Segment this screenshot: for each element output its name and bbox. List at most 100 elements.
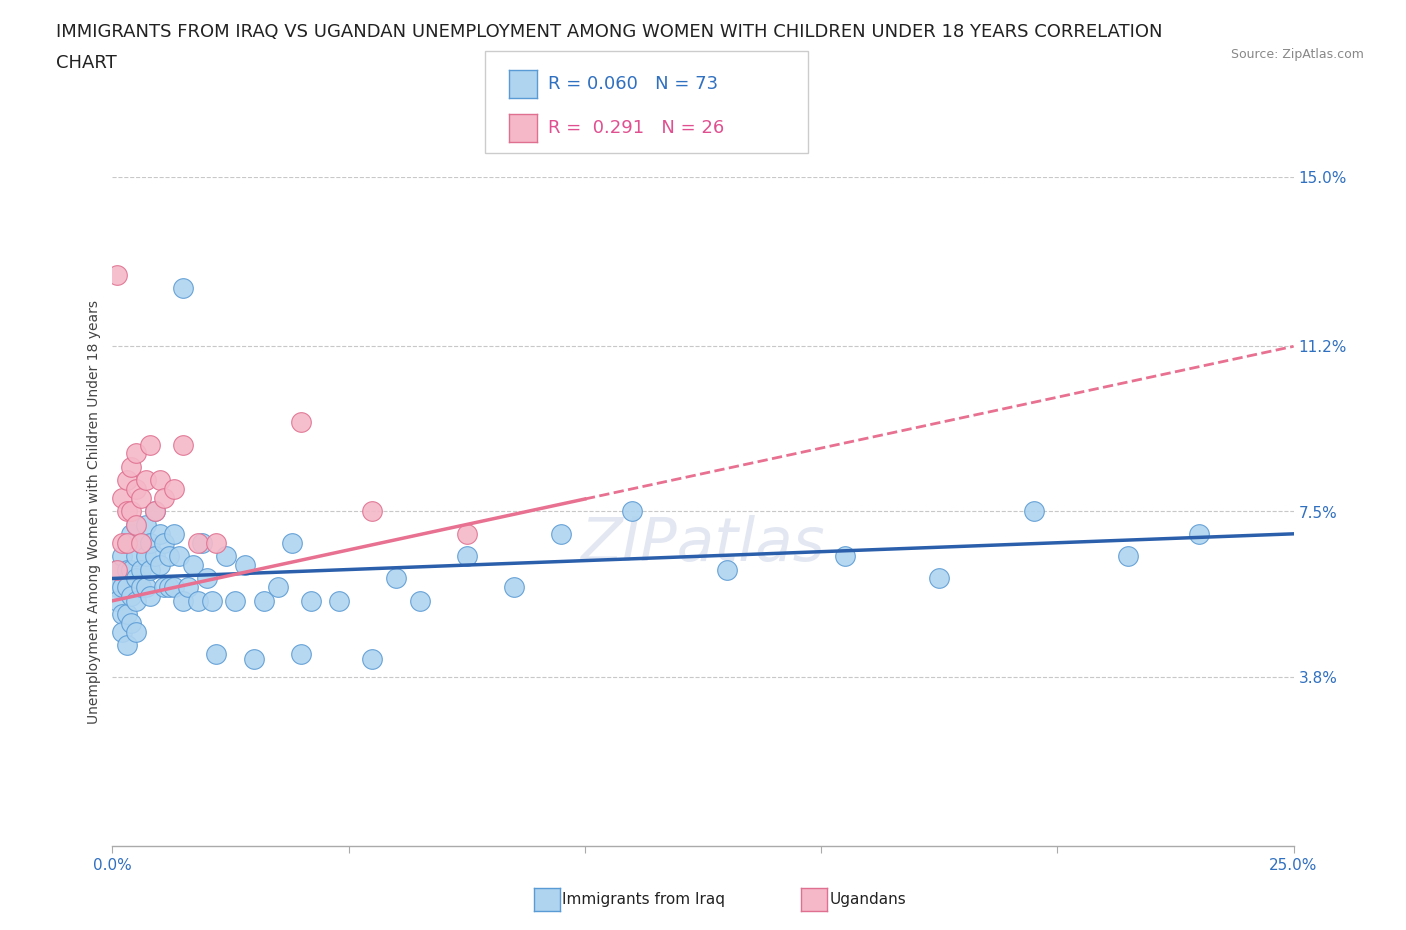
Point [408,593,430,608]
Point [111,606,134,621]
Point [125,593,148,608]
Point [135,549,157,564]
Point [186,536,208,551]
Point [281,536,304,551]
Point [125,517,148,532]
Point [290,647,312,662]
Point [115,536,138,551]
Point [167,549,190,564]
Point [385,571,408,586]
Point [125,625,148,640]
Point [153,580,176,595]
Point [139,589,162,604]
Point [172,437,194,452]
Point [115,562,138,577]
Point [105,562,128,577]
Point [139,437,162,452]
Point [120,589,142,604]
Point [139,562,162,577]
Point [153,536,176,551]
Point [1116,549,1139,564]
Point [550,526,572,541]
Point [125,549,148,564]
Point [1188,526,1211,541]
Point [105,562,128,577]
Point [115,638,138,653]
Point [115,504,138,519]
Point [233,558,256,573]
Point [115,472,138,487]
Point [143,504,166,519]
Text: Ugandans: Ugandans [830,892,907,907]
Point [111,536,134,551]
Point [115,580,138,595]
Point [361,504,384,519]
Point [125,517,148,532]
Point [120,562,142,577]
Point [191,536,214,551]
Point [361,651,384,666]
Point [111,491,134,506]
Point [224,593,246,608]
Point [201,593,224,608]
Point [290,415,312,430]
Point [456,549,478,564]
Text: R =  0.291   N = 26: R = 0.291 N = 26 [548,119,724,138]
Point [125,571,148,586]
Text: Source: ZipAtlas.com: Source: ZipAtlas.com [1230,48,1364,61]
Point [105,268,128,283]
Point [135,517,157,532]
Point [129,580,152,595]
Point [139,536,162,551]
Point [205,536,228,551]
Point [129,536,152,551]
Text: R = 0.060   N = 73: R = 0.060 N = 73 [548,74,718,93]
Point [177,580,200,595]
Point [125,482,148,497]
Point [149,558,172,573]
Point [149,526,172,541]
Point [1022,504,1045,519]
Point [456,526,478,541]
Point [328,593,350,608]
Point [153,491,176,506]
Point [186,593,208,608]
Point [129,536,152,551]
Point [120,504,142,519]
Point [115,536,138,551]
Point [299,593,322,608]
Y-axis label: Unemployment Among Women with Children Under 18 years: Unemployment Among Women with Children U… [87,299,101,724]
Point [163,482,186,497]
Point [135,472,157,487]
Point [111,549,134,564]
Point [125,446,148,461]
Point [267,580,290,595]
Point [157,580,180,595]
Point [120,616,142,631]
Point [111,625,134,640]
Point [205,647,228,662]
Point [111,580,134,595]
Point [163,526,186,541]
Point [149,472,172,487]
Point [621,504,644,519]
Point [157,549,180,564]
Point [181,558,204,573]
Point [163,580,186,595]
Point [215,549,238,564]
Point [129,491,152,506]
Point [243,651,266,666]
Point [834,549,856,564]
Text: Immigrants from Iraq: Immigrants from Iraq [562,892,725,907]
Text: ZIPatlas: ZIPatlas [581,515,825,575]
Point [105,593,128,608]
Text: IMMIGRANTS FROM IRAQ VS UGANDAN UNEMPLOYMENT AMONG WOMEN WITH CHILDREN UNDER 18 : IMMIGRANTS FROM IRAQ VS UGANDAN UNEMPLOY… [56,23,1163,41]
Point [120,526,142,541]
Point [143,504,166,519]
Point [135,580,157,595]
Point [143,549,166,564]
Point [716,562,738,577]
Point [120,459,142,474]
Point [172,281,194,296]
Point [129,562,152,577]
